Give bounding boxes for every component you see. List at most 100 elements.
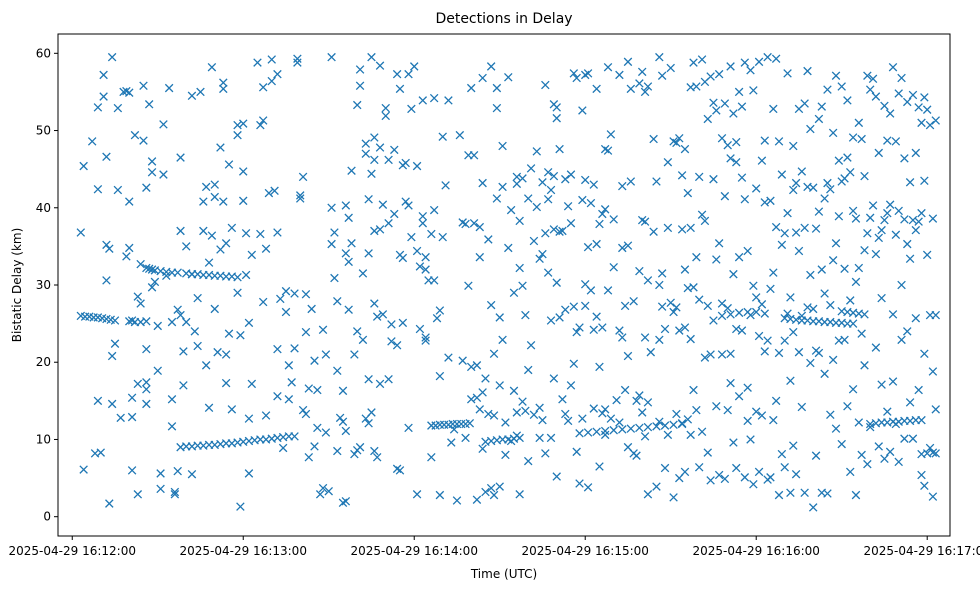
data-point — [313, 385, 322, 395]
data-point — [535, 403, 544, 413]
data-point — [492, 103, 502, 113]
data-point — [546, 316, 556, 325]
data-point — [469, 218, 479, 228]
data-point — [475, 405, 485, 414]
data-point — [187, 269, 197, 279]
data-point — [857, 450, 866, 460]
data-point — [848, 133, 858, 142]
data-point — [164, 83, 174, 93]
data-point — [786, 376, 795, 386]
data-point — [107, 399, 117, 409]
data-point — [865, 85, 875, 94]
data-point — [920, 176, 929, 185]
data-point — [227, 405, 237, 414]
data-point — [823, 489, 832, 498]
data-point — [754, 467, 764, 477]
data-point — [375, 225, 385, 234]
data-point — [301, 327, 311, 337]
data-point — [820, 369, 829, 379]
data-point — [669, 420, 678, 430]
data-point — [672, 138, 681, 148]
data-point — [421, 336, 430, 345]
data-point — [860, 245, 869, 255]
data-point — [529, 410, 539, 420]
data-point — [543, 167, 553, 177]
data-point — [219, 84, 228, 94]
data-point — [364, 374, 373, 384]
data-point — [925, 443, 935, 453]
data-point — [877, 380, 886, 389]
data-point — [774, 137, 784, 146]
data-point — [130, 130, 140, 140]
data-point — [415, 262, 425, 271]
data-point — [640, 432, 650, 441]
data-point — [657, 71, 667, 80]
data-point — [845, 167, 855, 177]
data-point — [398, 253, 408, 263]
data-point — [917, 208, 926, 218]
data-point — [153, 366, 163, 375]
data-point — [304, 384, 314, 393]
data-point — [760, 309, 770, 318]
data-point — [575, 479, 584, 488]
data-point — [683, 415, 693, 424]
data-point — [837, 439, 846, 449]
data-point — [883, 136, 892, 145]
data-point — [726, 62, 735, 71]
data-point — [649, 134, 658, 144]
data-point — [444, 353, 453, 362]
data-point — [381, 103, 390, 113]
data-point — [384, 155, 393, 165]
data-point — [566, 381, 576, 390]
data-point — [475, 222, 485, 232]
data-point — [897, 335, 906, 345]
data-point — [278, 443, 288, 453]
data-point — [444, 96, 453, 105]
data-point — [843, 153, 852, 162]
data-point — [726, 349, 735, 358]
data-point — [677, 225, 687, 234]
data-point — [783, 309, 792, 318]
data-point — [179, 347, 188, 356]
data-point — [304, 452, 314, 462]
data-point — [729, 438, 738, 447]
data-point — [911, 313, 921, 323]
data-point — [370, 446, 379, 456]
data-point — [375, 61, 385, 70]
y-tick-label: 60 — [36, 46, 51, 60]
data-point — [734, 391, 744, 401]
data-point — [831, 239, 841, 248]
data-point — [264, 188, 274, 198]
data-point — [498, 182, 507, 192]
data-point — [432, 313, 442, 323]
data-point — [692, 405, 701, 415]
data-point — [583, 69, 593, 78]
data-point — [196, 87, 205, 97]
data-point — [256, 229, 265, 239]
data-point — [672, 303, 681, 312]
data-point — [814, 207, 824, 216]
data-point — [637, 408, 647, 417]
data-point — [555, 313, 564, 322]
data-point — [723, 303, 732, 313]
data-point — [831, 424, 841, 433]
data-point — [572, 327, 581, 337]
y-tick-label: 30 — [36, 278, 51, 292]
data-point — [720, 99, 730, 108]
data-point — [618, 243, 627, 253]
data-point — [156, 484, 165, 494]
data-point — [147, 265, 157, 274]
data-point — [635, 266, 644, 276]
data-point — [76, 228, 86, 237]
data-point — [808, 183, 818, 192]
data-point — [709, 316, 718, 325]
data-point — [680, 144, 690, 154]
data-point — [840, 335, 849, 345]
data-point — [905, 398, 915, 407]
data-point — [595, 219, 604, 229]
data-point — [669, 493, 678, 502]
data-point — [558, 226, 567, 236]
data-point — [190, 327, 200, 336]
data-point — [640, 217, 650, 226]
data-point — [717, 299, 727, 308]
